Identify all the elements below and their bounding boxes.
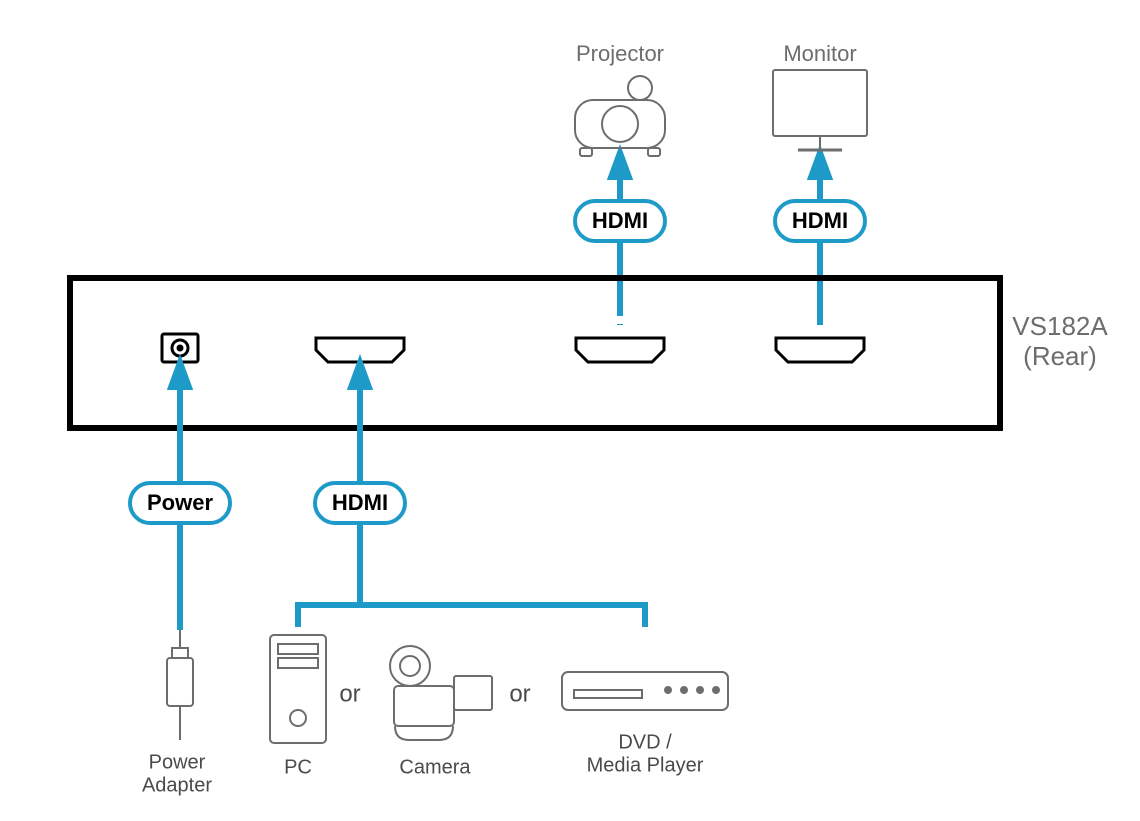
power-adapter-icon — [167, 630, 193, 740]
camera-icon — [390, 646, 492, 740]
pc-label: PC — [284, 757, 312, 779]
model-label-line2: (Rear) — [1023, 341, 1097, 371]
monitor-label: Monitor — [783, 41, 856, 66]
camera-label: Camera — [399, 757, 471, 779]
model-label-line1: VS182A — [1012, 311, 1108, 341]
monitor-icon — [773, 70, 867, 150]
svg-text:HDMI: HDMI — [592, 208, 648, 233]
pill-out2: HDMI — [775, 201, 865, 241]
white-bar — [300, 316, 720, 324]
power-adapter-label-1: Power — [149, 752, 206, 774]
port-hdmi-out2 — [776, 338, 864, 362]
arrows — [620, 162, 820, 325]
dvd-icon — [562, 672, 728, 710]
source-bracket — [298, 605, 645, 627]
or-label-1: or — [339, 680, 360, 707]
pill-hdmi-in: HDMI — [315, 483, 405, 523]
port-hdmi-in — [316, 338, 404, 362]
pc-icon — [270, 635, 326, 743]
power-adapter-label-2: Adapter — [142, 775, 212, 797]
svg-text:HDMI: HDMI — [332, 490, 388, 515]
projector-icon — [575, 76, 665, 156]
svg-text:HDMI: HDMI — [792, 208, 848, 233]
port-power — [162, 334, 198, 362]
or-label-2: or — [509, 680, 530, 707]
port-hdmi-out1 — [576, 338, 664, 362]
pill-out1: HDMI — [575, 201, 665, 241]
connection-diagram: Projector Monitor VS182A (Rear) HDMI HDM… — [0, 0, 1140, 821]
projector-label: Projector — [576, 41, 664, 66]
dvd-label-1: DVD / — [618, 732, 672, 754]
dvd-label-2: Media Player — [587, 755, 704, 777]
pill-power: Power — [130, 483, 230, 523]
svg-text:Power: Power — [147, 490, 213, 515]
